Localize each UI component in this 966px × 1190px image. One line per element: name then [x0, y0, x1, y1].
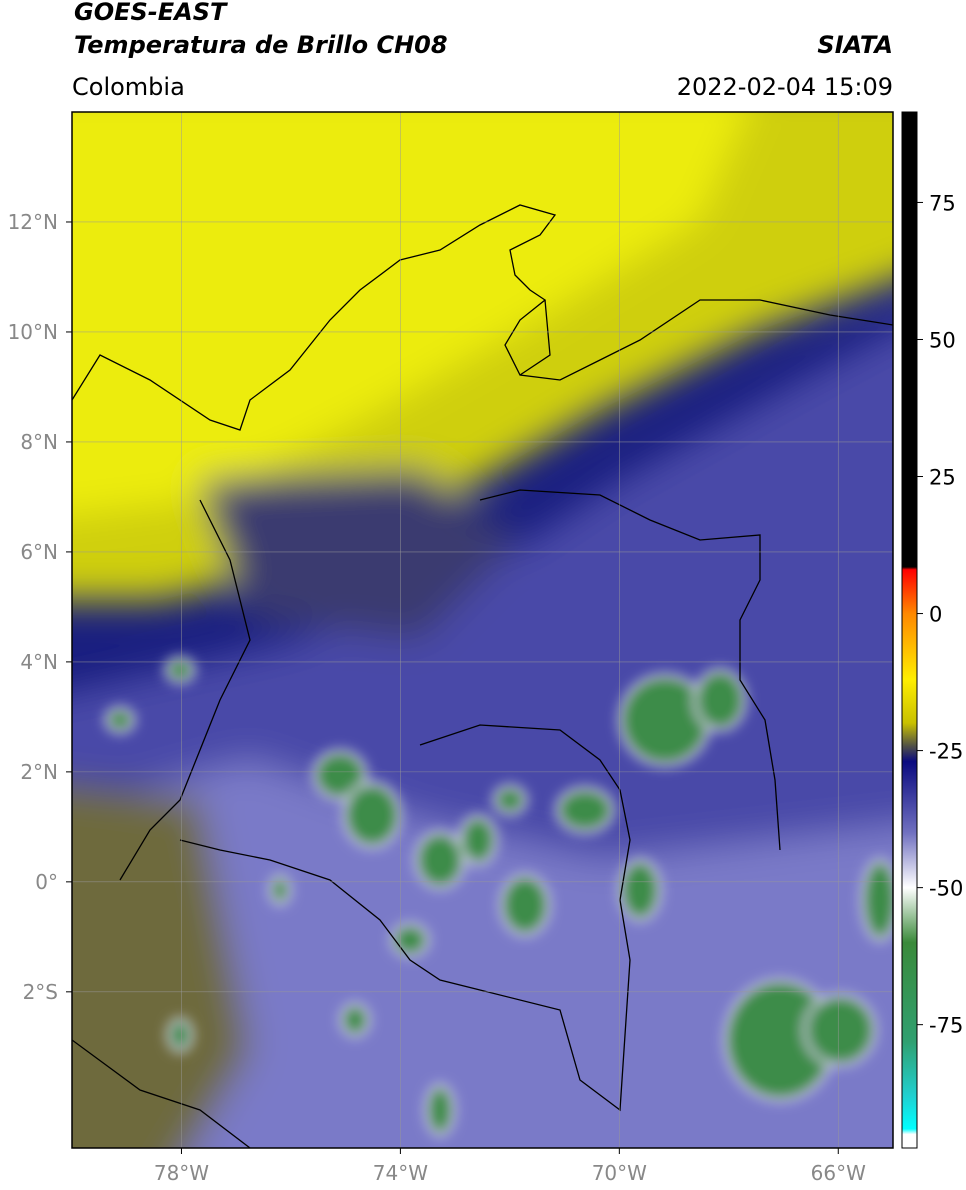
colorbar-tick-label: 0	[929, 603, 942, 627]
borders	[72, 204, 893, 1148]
colorbar-tick-label: 75	[929, 191, 956, 215]
colorbar-tick-label: 25	[929, 466, 956, 490]
y-tick-label: 2°S	[23, 980, 58, 1004]
x-tick-label: 78°W	[154, 1161, 209, 1185]
colorbar	[901, 111, 918, 1149]
region: Colombia	[72, 73, 185, 101]
y-tick-label: 4°N	[20, 650, 58, 674]
source: SIATA	[817, 31, 893, 59]
colorbar-tick-label: 50	[929, 328, 956, 352]
x-tick-label: 70°W	[592, 1161, 647, 1185]
satellite-image	[72, 112, 893, 1148]
x-tick-label: 74°W	[373, 1161, 428, 1185]
datetime: 2022-02-04 15:09	[677, 73, 893, 101]
y-tick-label: 6°N	[20, 540, 58, 564]
y-tick-label: 8°N	[20, 430, 58, 454]
y-tick-label: 2°N	[20, 760, 58, 784]
subtitle: Temperatura de Brillo CH08	[74, 31, 448, 59]
map-frame	[71, 111, 894, 1149]
y-tick-label: 10°N	[8, 320, 58, 344]
title: GOES-EAST	[74, 0, 228, 26]
colorbar-tick-label: -75	[929, 1014, 963, 1038]
colorbar-tick-label: -50	[929, 877, 963, 901]
colorbar-tick-label: -25	[929, 740, 963, 764]
grid	[72, 112, 893, 1148]
x-tick-label: 66°W	[811, 1161, 866, 1185]
y-tick-label: 0°	[35, 870, 58, 894]
y-tick-label: 12°N	[8, 210, 58, 234]
